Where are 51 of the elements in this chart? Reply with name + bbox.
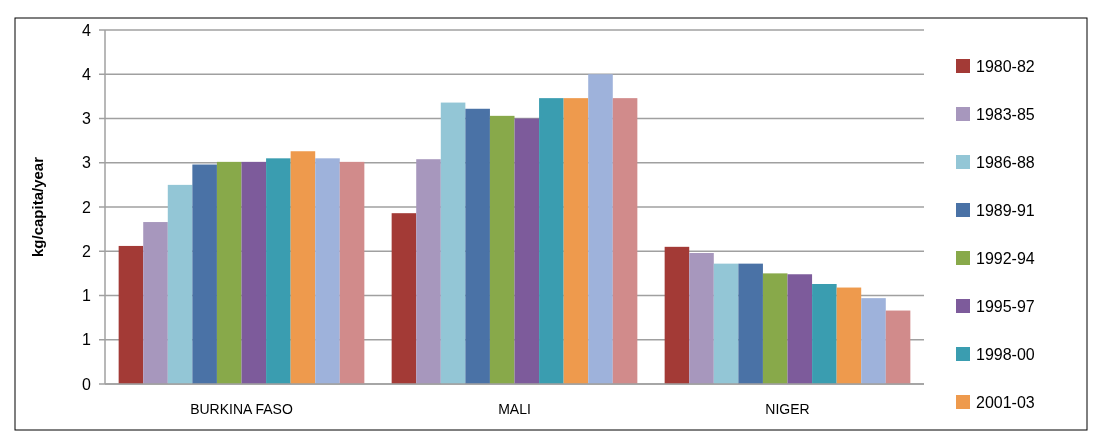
bar (266, 158, 291, 384)
legend-label: 1995-97 (976, 297, 1035, 315)
y-tick-label: 3 (82, 154, 92, 172)
bar (339, 161, 365, 384)
legend-label: 1989-91 (976, 201, 1035, 219)
bar (118, 245, 144, 384)
bar (563, 98, 589, 384)
bar (315, 158, 340, 384)
bar (664, 246, 690, 384)
bar (539, 98, 564, 384)
y-axis-title: kg/capita/year (29, 156, 46, 258)
y-tick-label: 0 (82, 375, 92, 393)
bar (241, 161, 267, 384)
bar (612, 98, 638, 384)
bar (192, 164, 217, 384)
bar (290, 151, 316, 384)
x-tick-label: BURKINA FASO (190, 401, 293, 417)
y-tick-label: 4 (82, 21, 92, 39)
bar (143, 222, 168, 384)
bar (689, 253, 714, 384)
x-tick-label: NIGER (765, 401, 810, 417)
bar (391, 213, 417, 384)
y-tick-label: 2 (82, 242, 92, 260)
bar (489, 115, 515, 384)
legend-label: 1998-00 (976, 345, 1035, 363)
legend-label: 1992-94 (976, 249, 1035, 267)
y-tick-label: 4 (82, 65, 92, 83)
bar (713, 263, 739, 384)
bar (738, 263, 763, 384)
bar (216, 161, 242, 384)
y-tick-label: 1 (82, 331, 92, 349)
bar (787, 274, 813, 384)
legend-label: 1980-82 (976, 57, 1035, 75)
bar (812, 284, 837, 384)
bar (836, 287, 862, 384)
bar (885, 310, 911, 384)
bar (167, 184, 193, 384)
bar (762, 273, 788, 384)
y-tick-label: 2 (82, 198, 92, 216)
legend-label: 1986-88 (976, 153, 1035, 171)
y-tick-label: 3 (82, 110, 92, 128)
bar (440, 102, 466, 384)
bar (514, 118, 540, 384)
y-tick-label: 1 (82, 287, 92, 305)
x-tick-label: MALI (498, 401, 531, 417)
bar (416, 159, 441, 384)
bar (861, 298, 886, 384)
legend-label: 1983-85 (976, 105, 1035, 123)
bar (588, 74, 613, 384)
bar (465, 108, 490, 384)
legend-label: 2001-03 (976, 393, 1035, 411)
